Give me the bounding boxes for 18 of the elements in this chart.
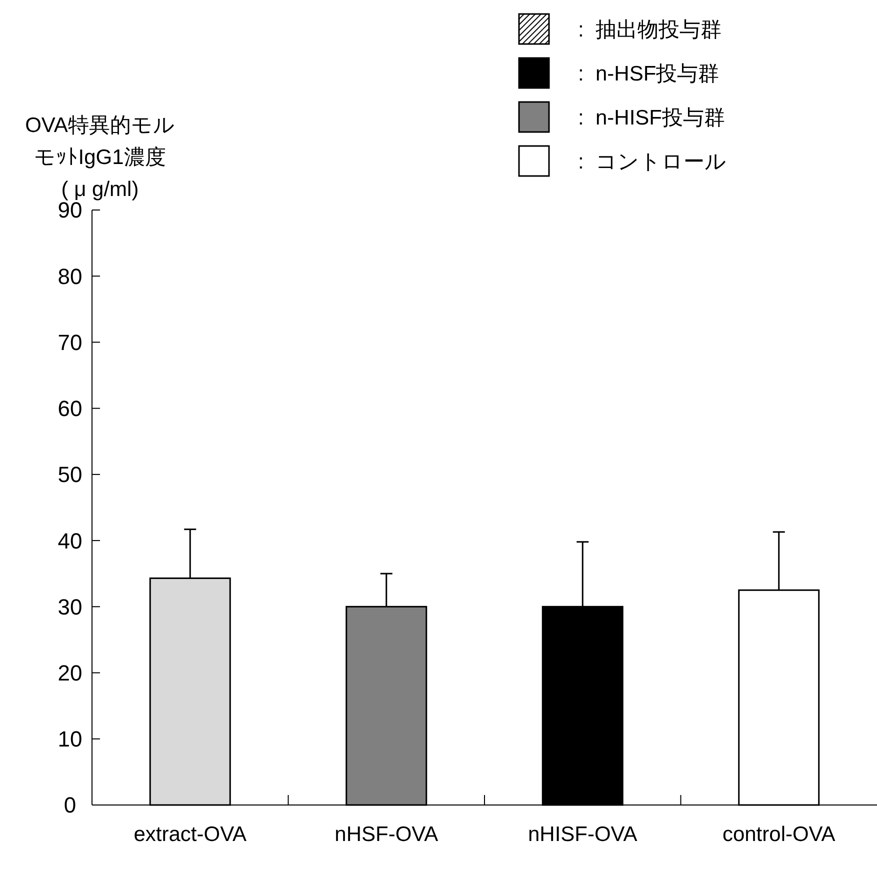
y-tick-label: 80	[58, 264, 82, 289]
y-tick-label: 70	[58, 330, 82, 355]
text: : 抽出物投与群	[578, 18, 722, 42]
x-tick-label: nHISF-OVA	[528, 823, 638, 846]
y-tick-label: 10	[58, 726, 82, 752]
text: : n-HSF投与群	[578, 62, 720, 86]
x-tick-label: nHSF-OVA	[334, 823, 438, 846]
text: : コントロール	[578, 150, 727, 174]
y-tick-label: 0	[64, 792, 76, 818]
x-tick-label: control-OVA	[722, 823, 836, 846]
text: : n-HISF投与群	[578, 106, 726, 130]
y-axis-title: OVA特異的モルモｯﾄIgG1濃度( μ g/ml)	[25, 114, 175, 201]
y-tick-label: 60	[58, 396, 82, 422]
y-tick-label: 40	[58, 528, 82, 554]
y-tick-label: 30	[58, 594, 82, 620]
y-tick-label: 50	[58, 462, 82, 488]
x-tick-label: extract-OVA	[134, 823, 247, 846]
y-tick-label: 20	[58, 660, 82, 686]
